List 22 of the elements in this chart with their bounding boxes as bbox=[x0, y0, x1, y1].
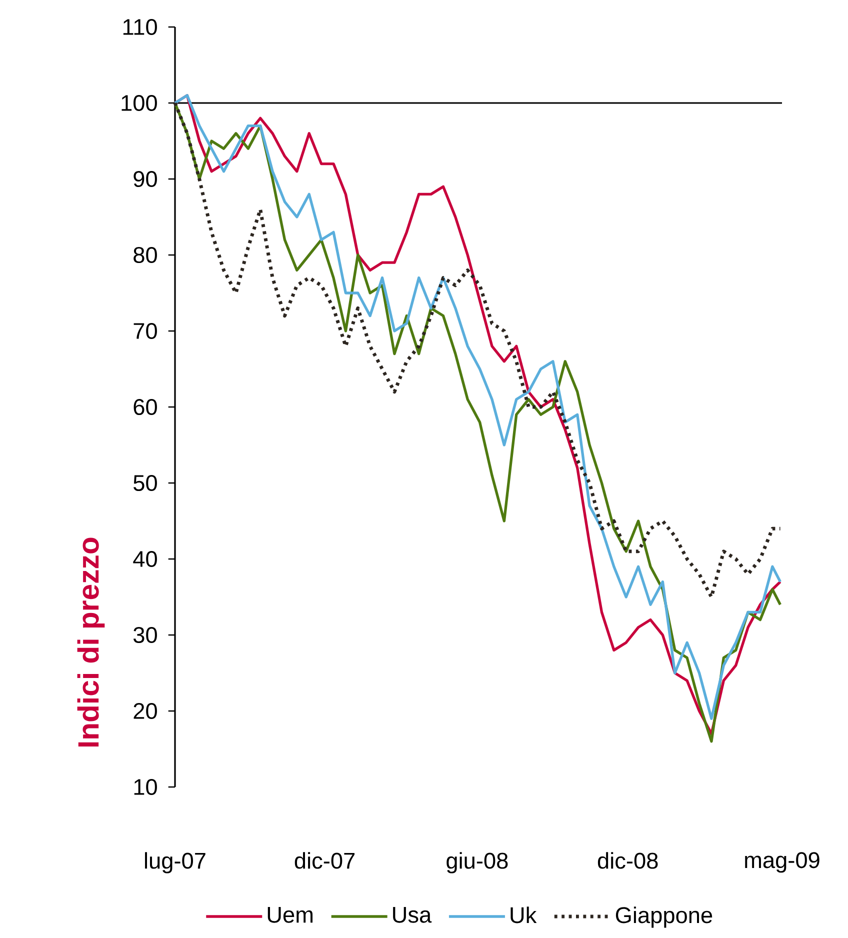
y-tick-label: 60 bbox=[134, 398, 157, 416]
y-tick-label: 50 bbox=[134, 474, 157, 492]
legend-label: Usa bbox=[393, 907, 432, 923]
y-tick-label: 30 bbox=[133, 626, 157, 644]
y-tick-label: 10 bbox=[134, 778, 157, 796]
y-tick-label: 70 bbox=[134, 322, 157, 340]
y-tick-label: 110 bbox=[123, 18, 157, 36]
x-tick-label: dic-07 bbox=[294, 852, 354, 869]
legend-label: Uem bbox=[268, 907, 312, 923]
legend-label: Uk bbox=[510, 906, 537, 924]
line-series bbox=[173, 101, 782, 599]
y-axis-title: Indici di prezzo bbox=[77, 538, 105, 747]
y-tick-label: 80 bbox=[134, 246, 157, 264]
y-tick-label: 40 bbox=[133, 550, 157, 568]
y-tick-label: 20 bbox=[134, 702, 157, 720]
x-tick-label: lug-07 bbox=[145, 852, 206, 874]
x-tick-label: dic-08 bbox=[598, 852, 658, 869]
y-tick-label: 100 bbox=[122, 94, 157, 112]
x-tick-label: mag-09 bbox=[745, 852, 820, 873]
y-tick-label: 90 bbox=[134, 170, 157, 188]
x-tick-label: giu-08 bbox=[446, 852, 508, 874]
legend-label: Giappone bbox=[616, 906, 712, 928]
